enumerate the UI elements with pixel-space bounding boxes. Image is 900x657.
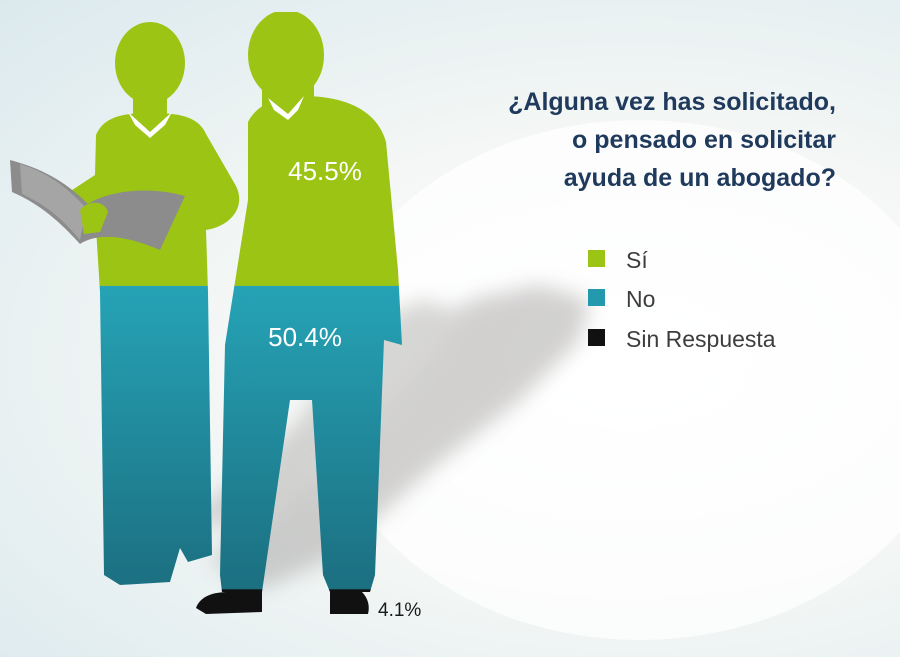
- bar-segment-sin-respuesta: [60, 589, 402, 592]
- title-line-1: ¿Alguna vez has solicitado,: [508, 88, 836, 116]
- title-line-2: o pensado en solicitar: [572, 126, 836, 154]
- man-shoe-left: [196, 592, 262, 614]
- data-label-si: 45.5%: [288, 156, 362, 186]
- man-shoe-right: [330, 592, 369, 614]
- bar-segment-si: [60, 12, 402, 287]
- background-glow: [320, 120, 900, 640]
- legend-swatch-no: [588, 289, 605, 306]
- bar-segment-no: [60, 285, 402, 590]
- legend-label-si: Sí: [626, 247, 648, 273]
- folder-icon: [10, 160, 185, 250]
- legend-swatch-si: [588, 250, 605, 267]
- legend-label-sin-respuesta: Sin Respuesta: [626, 326, 776, 352]
- data-label-sin-respuesta: 4.1%: [378, 600, 421, 621]
- legend-label-no: No: [626, 286, 655, 312]
- man-collar: [268, 96, 304, 120]
- woman-collar: [128, 112, 172, 138]
- data-label-no: 50.4%: [268, 322, 342, 352]
- chart-title: ¿Alguna vez has solicitado, o pensado en…: [508, 88, 836, 192]
- legend-swatch-sin-respuesta: [588, 329, 605, 346]
- title-line-3: ayuda de un abogado?: [564, 164, 836, 192]
- legend: Sí No Sin Respuesta: [588, 247, 776, 352]
